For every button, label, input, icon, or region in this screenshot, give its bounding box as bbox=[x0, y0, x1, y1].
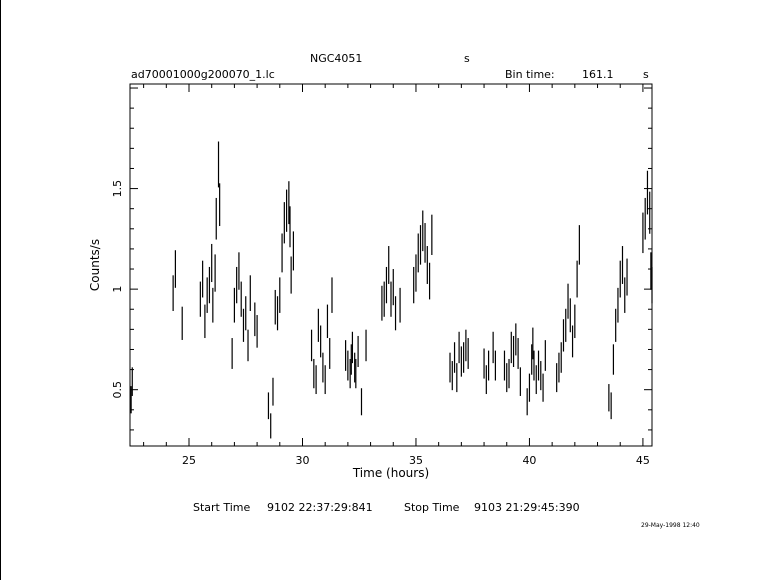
data-points bbox=[130, 141, 653, 439]
axis-ticks bbox=[130, 84, 652, 446]
plot-frame bbox=[129, 83, 653, 447]
x-tick-label: 45 bbox=[636, 454, 650, 467]
start-time-value: 9102 22:37:29:841 bbox=[267, 501, 373, 514]
y-axis-title: Counts/s bbox=[88, 239, 102, 291]
x-tick-label: 40 bbox=[522, 454, 536, 467]
x-tick-label: 25 bbox=[182, 454, 196, 467]
x-tick-label: 30 bbox=[295, 454, 309, 467]
object-name: NGC4051 bbox=[310, 52, 363, 65]
y-tick-label: 0.5 bbox=[111, 381, 124, 399]
bin-time-unit: s bbox=[643, 68, 649, 81]
window-left-edge bbox=[0, 0, 1, 580]
stop-time-label: Stop Time bbox=[404, 501, 460, 514]
plot-timestamp: 29-May-1998 12:40 bbox=[641, 522, 700, 529]
y-tick-label: 1.5 bbox=[111, 180, 124, 198]
x-tick-label: 35 bbox=[409, 454, 423, 467]
header-unit-marker: s bbox=[464, 52, 470, 65]
lightcurve-filename: ad70001000g200070_1.lc bbox=[131, 68, 275, 81]
y-tick-label: 1 bbox=[111, 286, 124, 293]
bin-time-value: 161.1 bbox=[582, 68, 614, 81]
start-time-label: Start Time bbox=[193, 501, 251, 514]
bin-time-label: Bin time: bbox=[505, 68, 555, 81]
x-axis-title: Time (hours) bbox=[352, 466, 429, 480]
stop-time-value: 9103 21:29:45:390 bbox=[474, 501, 580, 514]
